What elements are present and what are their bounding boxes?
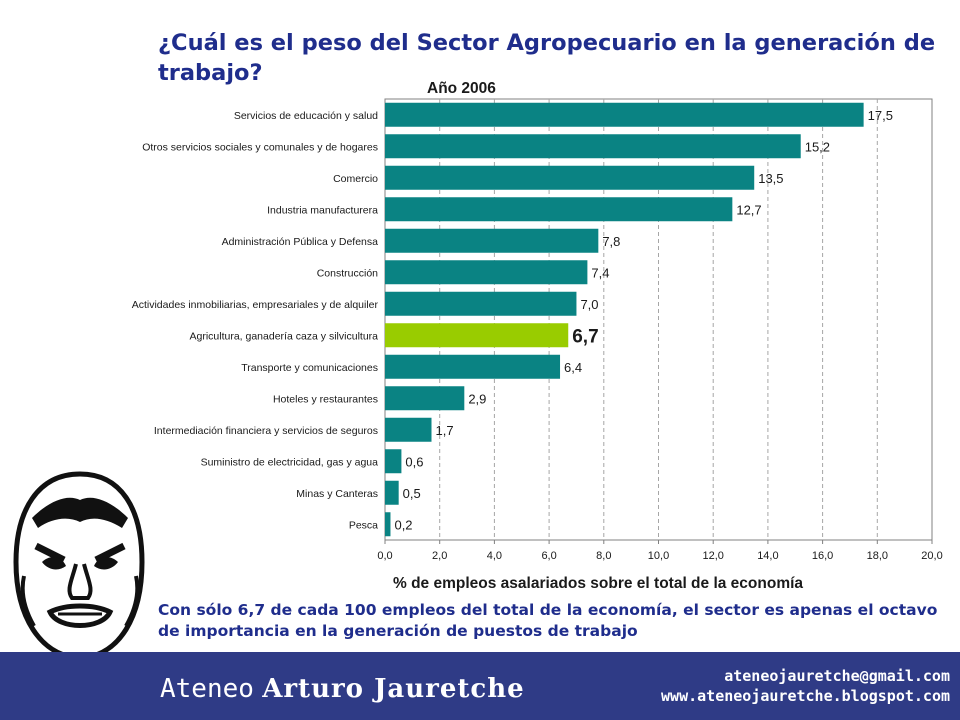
category-label: Comercio: [333, 173, 378, 185]
category-labels: Servicios de educación y salud Otros serv…: [132, 110, 379, 532]
bar-value-label: 12,7: [736, 202, 761, 217]
category-label: Transporte y comunicaciones: [241, 362, 378, 374]
footer-bar: Ateneo Arturo Jauretche ateneojauretche@…: [0, 652, 960, 720]
bar: [385, 480, 399, 505]
x-tick-labels: 0,0 2,0 4,0 6,0 8,0 10,0 12,0 14,0 16,0 18,0 20,0: [377, 550, 942, 562]
bar-value-label: 0,2: [394, 517, 412, 532]
bar-value-label: 7,0: [580, 297, 598, 312]
bar: [385, 134, 801, 159]
category-label: Industria manufacturera: [267, 204, 378, 216]
x-tick-label: 20,0: [921, 550, 942, 562]
category-label: Pesca: [349, 519, 378, 531]
bar: [385, 512, 391, 537]
x-tick-label: 10,0: [648, 550, 669, 562]
x-tick-label: 2,0: [432, 550, 447, 562]
category-label: Construcción: [317, 267, 378, 279]
category-label: Servicios de educación y salud: [234, 110, 378, 122]
bar: [385, 165, 755, 190]
category-label: Otros servicios sociales y comunales y d…: [142, 141, 378, 153]
bar-value-label: 13,5: [758, 171, 783, 186]
category-label: Agricultura, ganadería caza y silvicultu…: [189, 330, 378, 342]
x-tick-label: 8,0: [596, 550, 611, 562]
contact-info: ateneojauretche@gmail.com www.ateneojaur…: [661, 666, 950, 706]
page-title: ¿Cuál es el peso del Sector Agropecuario…: [158, 30, 936, 86]
bar-value-label: 7,4: [591, 265, 609, 280]
bar-value-label: 2,9: [468, 391, 486, 406]
x-tick-label: 14,0: [757, 550, 778, 562]
x-tick-label: 16,0: [812, 550, 833, 562]
category-label: Minas y Canteras: [296, 488, 378, 500]
plot-area: 17,5 15,2 13,5 12,7 7,8 7,4 7,0 6,7 6,4 2,9 1,7 0,6…: [132, 98, 943, 562]
x-tick-label: 4,0: [487, 550, 502, 562]
bar-value-label: 17,5: [868, 108, 893, 123]
x-tick-label: 18,0: [867, 550, 888, 562]
bar-value-label: 6,7: [572, 326, 598, 347]
category-label: Actividades inmobiliarias, empresariales…: [132, 299, 379, 311]
x-tick-label: 0,0: [377, 550, 392, 562]
bar: [385, 228, 599, 253]
brand-name: Arturo Jauretche: [262, 674, 525, 704]
category-label: Suministro de electricidad, gas y agua: [201, 456, 379, 468]
bar-value-label: 7,8: [602, 234, 620, 249]
bar-value-label: 15,2: [805, 139, 830, 154]
bar: [385, 386, 465, 411]
category-label: Hoteles y restaurantes: [273, 393, 378, 405]
contact-email: ateneojauretche@gmail.com: [724, 667, 950, 685]
x-axis-label: % de empleos asalariados sobre el total …: [393, 575, 803, 592]
bar-value-label: 6,4: [564, 360, 582, 375]
brand-logo: Ateneo Arturo Jauretche: [160, 674, 525, 704]
bars: 17,5 15,2 13,5 12,7 7,8 7,4 7,0 6,7 6,4 2,9 1,7 0,6…: [385, 102, 893, 537]
bar: [385, 291, 577, 316]
bar: [385, 260, 588, 285]
chart-title: Año 2006: [427, 80, 496, 97]
x-tick-label: 6,0: [541, 550, 556, 562]
brand-prefix: Ateneo: [160, 674, 254, 704]
bar-value-label: 0,5: [403, 486, 421, 501]
bar-value-label: 0,6: [405, 454, 423, 469]
bar: [385, 197, 733, 222]
bar: [385, 417, 432, 442]
bar-chart: Año 2006 17,5 15,2 13,5 12,7 7,8 7,4 7,0 6,7 6,4…: [132, 80, 943, 592]
x-tick-label: 12,0: [702, 550, 723, 562]
contact-website: www.ateneojauretche.blogspot.com: [661, 687, 950, 705]
bar: [385, 354, 561, 379]
caption-text: Con sólo 6,7 de cada 100 empleos del tot…: [158, 601, 938, 640]
bar-value-label: 1,7: [435, 423, 453, 438]
bar-highlighted: [385, 323, 569, 348]
cartoon-face-drawing: [13, 471, 145, 699]
category-label: Administración Pública y Defensa: [222, 236, 379, 248]
bar: [385, 449, 402, 474]
bar: [385, 102, 864, 127]
category-label: Intermediación financiera y servicios de…: [154, 425, 378, 437]
